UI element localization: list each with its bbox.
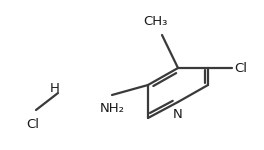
Text: NH₂: NH₂ xyxy=(100,102,125,115)
Text: CH₃: CH₃ xyxy=(143,15,167,28)
Text: Cl: Cl xyxy=(26,118,40,131)
Text: N: N xyxy=(173,108,183,121)
Text: H: H xyxy=(50,81,60,94)
Text: Cl: Cl xyxy=(234,61,247,75)
